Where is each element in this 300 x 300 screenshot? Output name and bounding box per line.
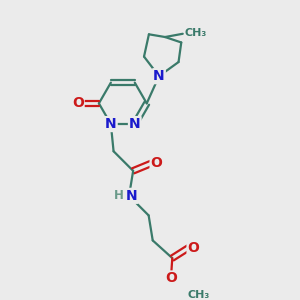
Text: O: O — [151, 156, 163, 170]
Text: O: O — [72, 96, 84, 110]
Text: N: N — [126, 189, 138, 203]
Text: CH₃: CH₃ — [187, 290, 209, 300]
Text: CH₃: CH₃ — [184, 28, 206, 38]
Text: O: O — [165, 272, 177, 286]
Text: O: O — [188, 241, 200, 255]
Text: H: H — [114, 189, 124, 202]
Text: N: N — [105, 117, 117, 131]
Text: N: N — [153, 69, 165, 83]
Text: N: N — [129, 117, 141, 131]
